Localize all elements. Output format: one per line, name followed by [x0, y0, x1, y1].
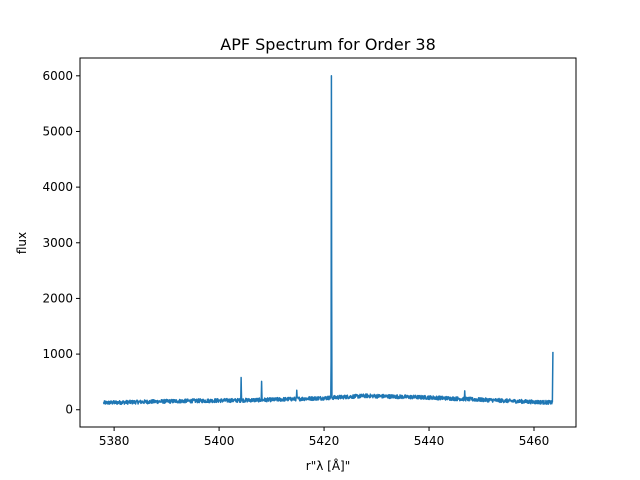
spectrum-line-series-0 — [102, 75, 554, 406]
y-tick-label: 6000 — [42, 69, 73, 83]
y-tick-label: 2000 — [42, 291, 73, 305]
y-tick-label: 1000 — [42, 347, 73, 361]
x-tick-label: 5380 — [99, 434, 130, 448]
chart-title: APF Spectrum for Order 38 — [220, 35, 436, 54]
y-axis-label: flux — [15, 232, 29, 254]
y-tick-label: 3000 — [42, 236, 73, 250]
y-tick-label: 0 — [65, 403, 73, 417]
x-axis-label: r"λ [Å]" — [306, 458, 350, 473]
x-tick-label: 5400 — [204, 434, 235, 448]
x-tick-label: 5440 — [414, 434, 445, 448]
y-tick-label: 4000 — [42, 180, 73, 194]
plot-frame — [79, 57, 577, 428]
x-tick-label: 5460 — [519, 434, 550, 448]
y-tick-label: 5000 — [42, 124, 73, 138]
x-tick-label: 5420 — [309, 434, 340, 448]
